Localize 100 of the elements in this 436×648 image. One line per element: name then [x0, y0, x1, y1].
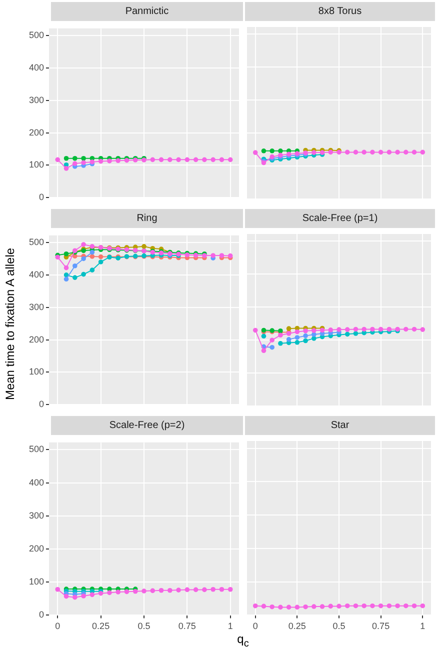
point — [98, 158, 104, 164]
x-tick-label: 0.5 — [332, 621, 346, 632]
point — [303, 328, 308, 334]
chart-title: Scale-Free (p=2) — [51, 416, 243, 435]
x-tick-label: 0 — [252, 621, 258, 632]
point — [404, 150, 408, 155]
y-tick-label: 300 — [28, 94, 44, 105]
point — [184, 157, 190, 162]
y-tick-label: 200 — [28, 543, 44, 554]
point — [328, 327, 334, 332]
point — [370, 150, 375, 155]
point — [412, 326, 417, 332]
y-tick-label: 300 — [28, 510, 44, 520]
point — [107, 590, 112, 596]
point — [55, 586, 60, 592]
point — [420, 327, 426, 332]
point — [98, 254, 104, 260]
point — [395, 150, 400, 155]
point — [90, 254, 95, 259]
point — [278, 148, 283, 154]
point — [81, 156, 86, 161]
point — [158, 588, 164, 593]
chart-title: 8x8 Torus — [245, 2, 435, 21]
point — [278, 332, 283, 338]
point — [261, 348, 266, 354]
point — [193, 587, 198, 592]
point — [72, 275, 78, 280]
point — [219, 586, 224, 592]
point — [270, 148, 274, 154]
point — [378, 150, 384, 155]
x-tick-label: 0.25 — [92, 621, 110, 632]
point — [150, 588, 156, 594]
point — [344, 332, 350, 337]
y-tick-label: 300 — [28, 302, 44, 312]
point — [193, 157, 198, 162]
point — [362, 326, 366, 332]
point — [294, 335, 300, 340]
chart-title: Scale-Free (p=1) — [245, 209, 435, 228]
point — [312, 328, 316, 333]
point — [210, 586, 216, 592]
chart-title: Ring — [51, 209, 243, 228]
point — [294, 340, 300, 345]
point — [81, 242, 86, 247]
point — [353, 331, 358, 336]
y-tick-label: 200 — [28, 334, 44, 344]
point — [270, 344, 274, 350]
point — [90, 592, 95, 598]
point — [378, 326, 384, 332]
point — [219, 157, 224, 162]
y-tick-label: 400 — [28, 477, 44, 488]
point — [412, 150, 417, 155]
y-tick-label: 500 — [28, 30, 44, 40]
y-tick-label: 200 — [28, 127, 44, 138]
point — [386, 150, 392, 155]
point — [132, 588, 138, 594]
x-tick-label: 0.5 — [138, 621, 150, 632]
point — [370, 326, 375, 332]
x-tick-label: 1 — [420, 621, 426, 632]
point — [142, 588, 146, 594]
point — [81, 594, 86, 598]
point — [353, 150, 358, 155]
point — [64, 251, 69, 256]
y-tick-label: 100 — [28, 160, 44, 170]
point — [286, 337, 292, 342]
point — [98, 260, 104, 264]
point — [72, 594, 78, 600]
point — [210, 157, 216, 162]
x-tick-label: 0.25 — [288, 621, 306, 632]
point — [116, 158, 120, 164]
point — [219, 253, 224, 258]
x-axis-title: q$_{c}$ — [237, 632, 249, 648]
point — [312, 336, 316, 341]
point — [184, 587, 190, 592]
point — [72, 161, 78, 166]
point — [202, 587, 207, 592]
point — [202, 157, 207, 162]
point — [420, 150, 426, 155]
point — [261, 334, 266, 339]
point — [303, 338, 308, 344]
point — [252, 328, 258, 333]
y-tick-label: 0 — [38, 399, 44, 410]
point — [81, 272, 86, 277]
y-tick-label: 500 — [28, 444, 44, 454]
y-tick-label: 400 — [28, 62, 44, 72]
point — [150, 157, 156, 162]
point — [72, 263, 78, 268]
y-tick-label: 500 — [28, 237, 44, 248]
point — [303, 333, 308, 338]
point — [72, 156, 78, 161]
y-axis-title: Mean time to fixation A allele — [3, 248, 17, 400]
point — [107, 158, 112, 164]
point — [210, 253, 216, 258]
x-tick-label: 0 — [55, 621, 60, 632]
y-tick-label: 100 — [28, 366, 44, 377]
point — [278, 340, 283, 346]
point — [270, 338, 274, 342]
y-tick-label: 400 — [28, 269, 44, 280]
point — [81, 160, 86, 165]
point — [252, 150, 258, 155]
point — [362, 150, 366, 155]
